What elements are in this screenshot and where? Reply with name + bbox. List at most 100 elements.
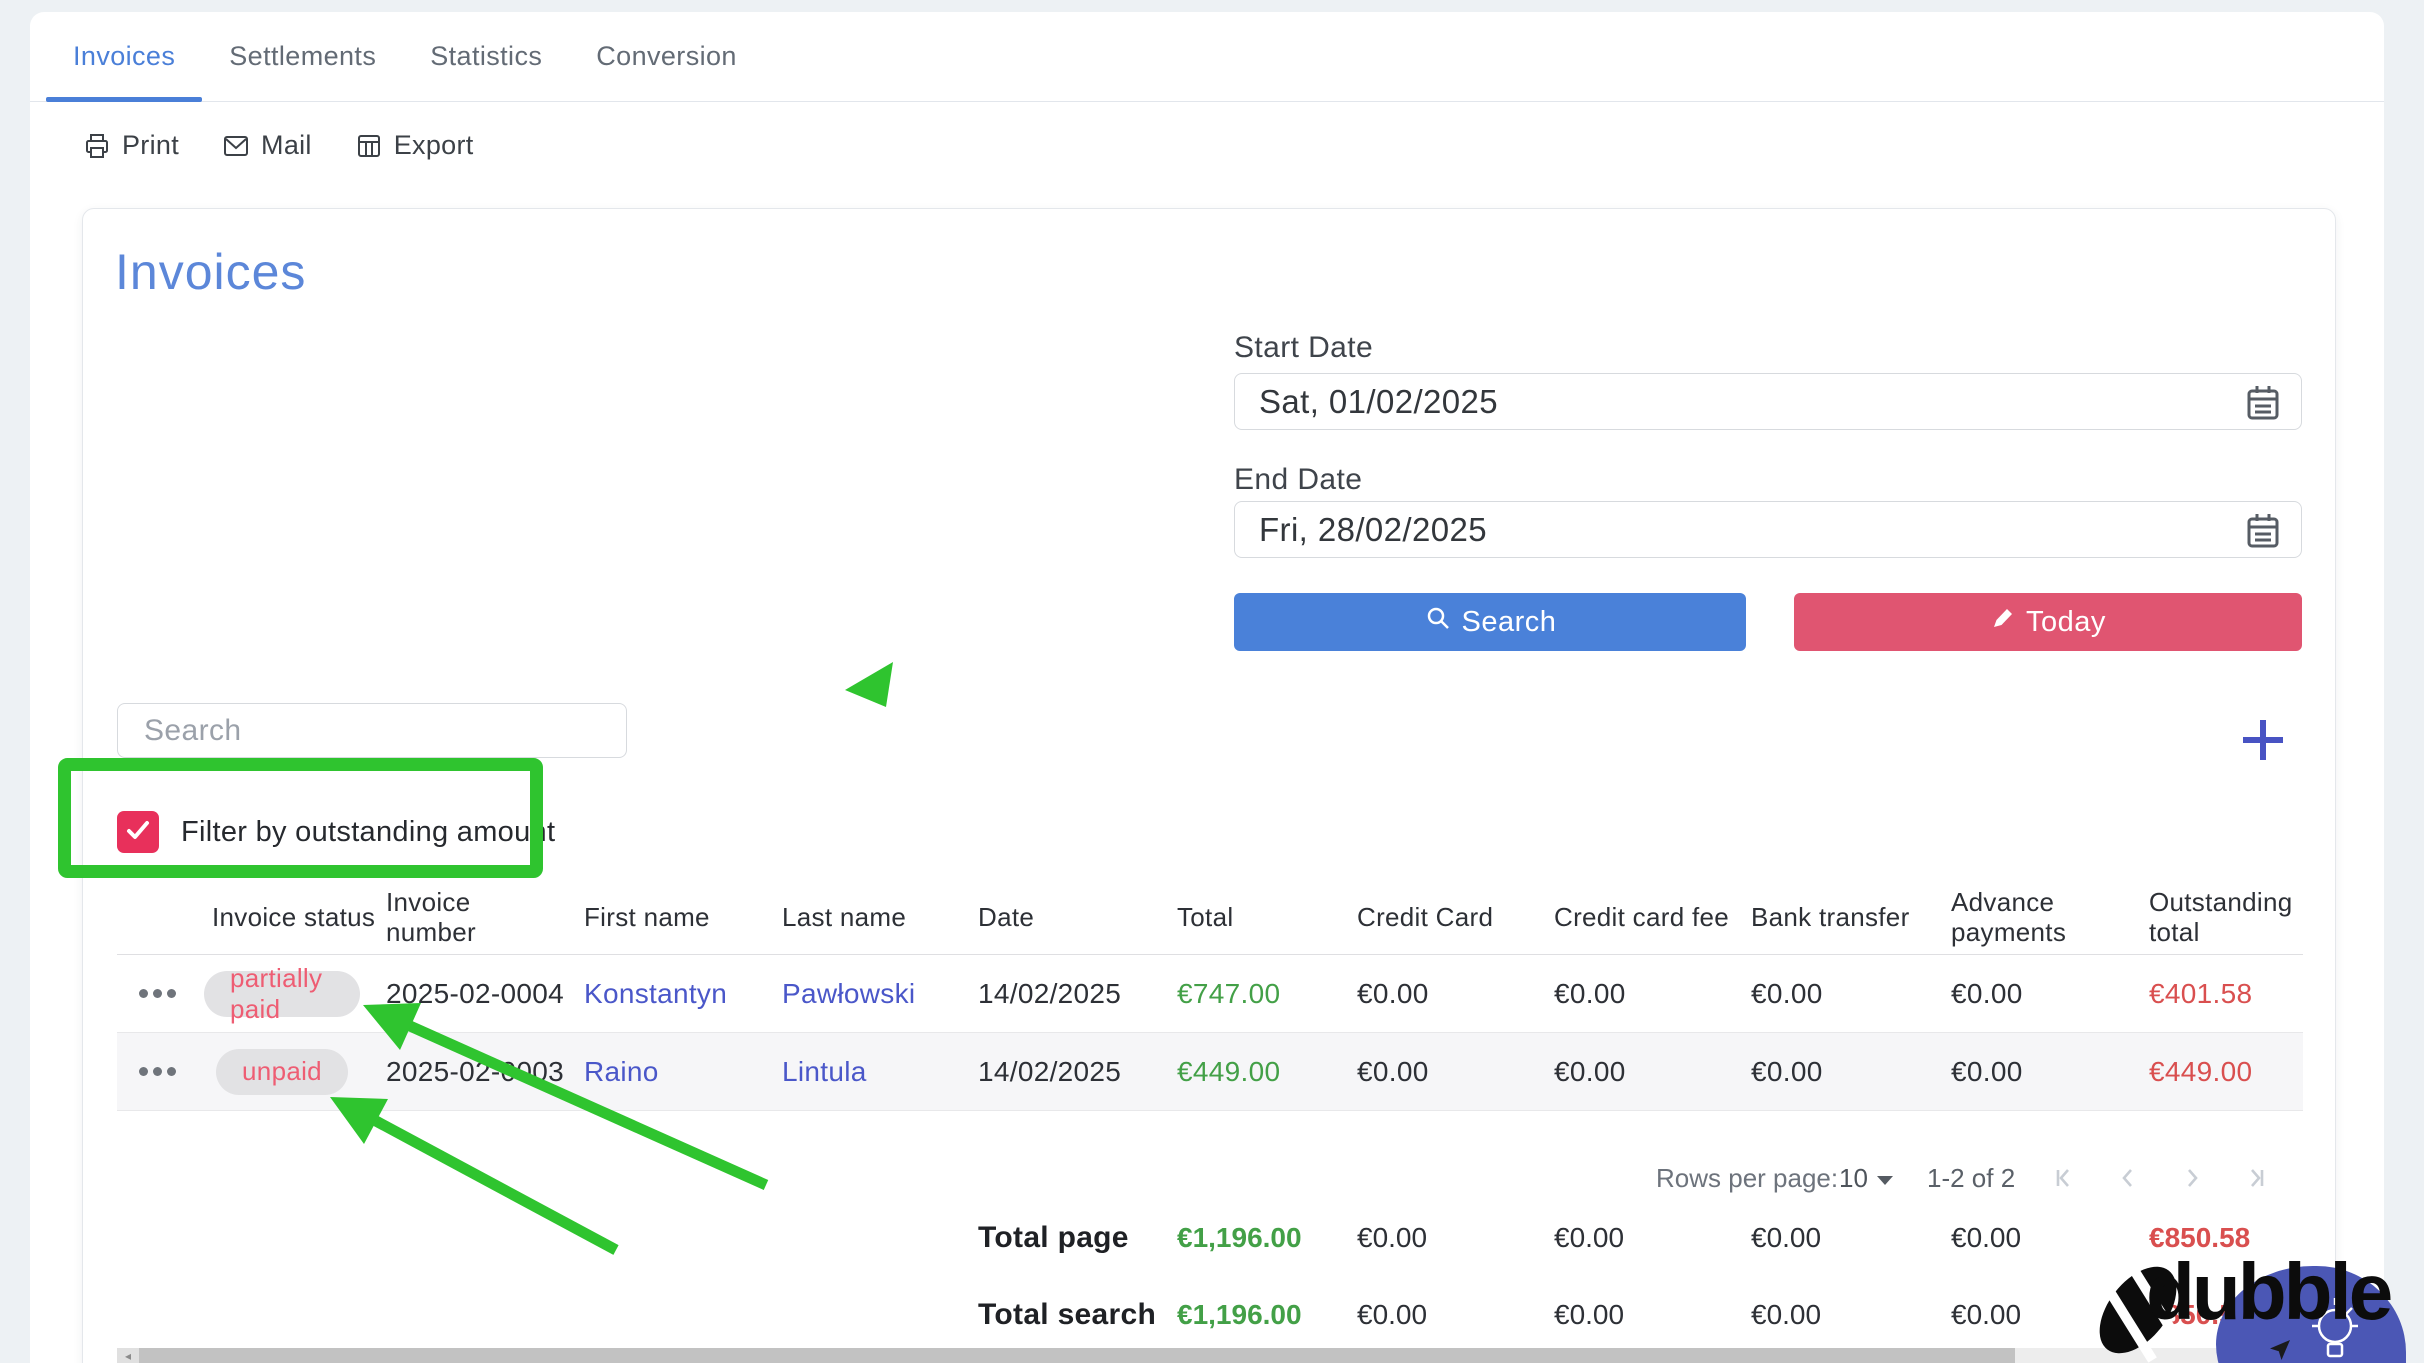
last-name-link[interactable]: Lintula xyxy=(782,1055,867,1087)
row-menu-icon[interactable] xyxy=(117,989,204,998)
pagination-bar: Rows per page: 10 1-2 of 2 xyxy=(83,1149,2303,1207)
column-header-date: Date xyxy=(978,901,1035,932)
status-badge: unpaid xyxy=(216,1048,348,1095)
export-button[interactable]: Export xyxy=(354,130,474,161)
advance-payments-amount: €0.00 xyxy=(1951,977,2023,1009)
total-search-advance-payments: €0.00 xyxy=(1951,1299,2022,1330)
add-invoice-button[interactable] xyxy=(2238,715,2288,765)
table-header-row: Invoice status Invoice number First name… xyxy=(117,881,2303,955)
credit-card-fee-amount: €0.00 xyxy=(1554,977,1626,1009)
column-header-bank-transfer: Bank transfer xyxy=(1751,901,1910,932)
first-name-link[interactable]: Raino xyxy=(584,1055,659,1087)
last-page-icon[interactable] xyxy=(2241,1149,2271,1207)
toolbar: Print Mail Export xyxy=(82,130,474,161)
total-page-row: Total page €1,196.00 €0.00 €0.00 €0.00 €… xyxy=(117,1207,2303,1269)
column-header-invoice-status: Invoice status xyxy=(212,901,376,932)
total-page-label: Total page xyxy=(978,1221,1129,1254)
column-header-advance-payments: Advance payments xyxy=(1951,886,2067,947)
tab-statistics[interactable]: Statistics xyxy=(430,41,543,71)
credit-card-amount: €0.00 xyxy=(1357,977,1429,1009)
outstanding-filter-row: Filter by outstanding amount xyxy=(117,811,555,853)
outstanding-total-amount: €401.58 xyxy=(2149,977,2253,1009)
rows-per-page-select[interactable]: 10 xyxy=(1839,1149,1893,1207)
export-label: Export xyxy=(393,130,474,160)
print-label: Print xyxy=(122,130,180,160)
today-button[interactable]: Today xyxy=(1794,593,2302,651)
end-date-value: Fri, 28/02/2025 xyxy=(1259,510,1487,548)
total-amount: €747.00 xyxy=(1177,977,1281,1009)
check-icon xyxy=(124,816,152,849)
page-title: Invoices xyxy=(115,244,307,300)
printer-icon xyxy=(82,131,112,161)
tab-conversion[interactable]: Conversion xyxy=(596,41,737,71)
total-page-bank-transfer: €0.00 xyxy=(1751,1222,1822,1253)
bank-transfer-amount: €0.00 xyxy=(1751,1055,1823,1087)
search-button-label: Search xyxy=(1461,605,1557,638)
credit-card-amount: €0.00 xyxy=(1357,1055,1429,1087)
horizontal-scrollbar[interactable]: ◂ xyxy=(117,1348,2303,1363)
scroll-left-icon[interactable]: ◂ xyxy=(117,1348,139,1363)
next-page-icon[interactable] xyxy=(2177,1149,2207,1207)
column-header-credit-card-fee: Credit card fee xyxy=(1554,901,1730,932)
first-name-link[interactable]: Konstantyn xyxy=(584,977,728,1009)
column-header-last-name: Last name xyxy=(782,901,907,932)
total-page-credit-card: €0.00 xyxy=(1357,1222,1428,1253)
last-name-link[interactable]: Pawłowski xyxy=(782,977,916,1009)
table-row: partially paid 2025-02-0004 Konstantyn P… xyxy=(117,955,2303,1033)
start-date-value: Sat, 01/02/2025 xyxy=(1259,382,1499,420)
invoice-number: 2025-02-0004 xyxy=(386,977,564,1009)
invoices-card: Invoices Start Date Sat, 01/02/2025 End … xyxy=(82,208,2336,1363)
total-amount: €449.00 xyxy=(1177,1055,1281,1087)
total-search-outstanding: €850.58 xyxy=(2149,1299,2251,1330)
table-row: unpaid 2025-02-0003 Raino Lintula 14/02/… xyxy=(117,1033,2303,1111)
mail-button[interactable]: Mail xyxy=(221,130,312,161)
first-page-icon[interactable] xyxy=(2049,1149,2079,1207)
print-button[interactable]: Print xyxy=(82,130,179,161)
rows-per-page-value: 10 xyxy=(1839,1163,1868,1193)
invoice-number: 2025-02-0003 xyxy=(386,1055,564,1087)
tab-bar: Invoices Settlements Statistics Conversi… xyxy=(30,12,2384,102)
end-date-input[interactable]: Fri, 28/02/2025 xyxy=(1234,501,2302,558)
total-search-credit-card: €0.00 xyxy=(1357,1299,1428,1330)
start-date-input[interactable]: Sat, 01/02/2025 xyxy=(1234,373,2302,430)
row-menu-icon[interactable] xyxy=(117,1067,204,1076)
column-header-invoice-number: Invoice number xyxy=(386,886,476,947)
column-header-outstanding-total: Outstanding total xyxy=(2149,886,2293,947)
outstanding-total-amount: €449.00 xyxy=(2149,1055,2253,1087)
outstanding-filter-checkbox[interactable] xyxy=(117,811,159,853)
total-search-bank-transfer: €0.00 xyxy=(1751,1299,1822,1330)
total-search-total: €1,196.00 xyxy=(1177,1299,1302,1330)
content-sheet: Invoices Settlements Statistics Conversi… xyxy=(30,12,2384,1363)
calendar-icon[interactable] xyxy=(2245,383,2281,431)
bank-transfer-amount: €0.00 xyxy=(1751,977,1823,1009)
column-header-first-name: First name xyxy=(584,901,710,932)
advance-payments-amount: €0.00 xyxy=(1951,1055,2023,1087)
export-table-icon xyxy=(354,131,384,161)
total-search-row: Total search €1,196.00 €0.00 €0.00 €0.00… xyxy=(117,1284,2303,1346)
pencil-icon xyxy=(1990,605,2016,639)
invoice-date: 14/02/2025 xyxy=(978,1055,1122,1087)
credit-card-fee-amount: €0.00 xyxy=(1554,1055,1626,1087)
tab-invoices[interactable]: Invoices xyxy=(46,12,203,102)
invoices-table: Invoice status Invoice number First name… xyxy=(117,881,2303,1111)
total-page-total: €1,196.00 xyxy=(1177,1222,1302,1253)
previous-page-icon[interactable] xyxy=(2113,1149,2143,1207)
end-date-label: End Date xyxy=(1234,463,1363,496)
scrollbar-thumb[interactable] xyxy=(139,1348,2015,1363)
table-search-input[interactable] xyxy=(117,703,627,758)
chevron-down-icon xyxy=(1876,1175,1893,1185)
column-header-credit-card: Credit Card xyxy=(1357,901,1494,932)
mail-label: Mail xyxy=(261,130,312,160)
total-search-label: Total search xyxy=(978,1298,1157,1331)
search-icon xyxy=(1424,604,1452,640)
calendar-icon[interactable] xyxy=(2245,511,2281,559)
tab-settlements[interactable]: Settlements xyxy=(229,41,377,71)
invoice-date: 14/02/2025 xyxy=(978,977,1122,1009)
start-date-label: Start Date xyxy=(1234,331,1374,364)
outstanding-filter-label: Filter by outstanding amount xyxy=(181,815,556,848)
search-button[interactable]: Search xyxy=(1234,593,1746,651)
mail-icon xyxy=(221,131,251,161)
today-button-label: Today xyxy=(2026,605,2106,638)
total-search-credit-card-fee: €0.00 xyxy=(1554,1299,1625,1330)
status-badge: partially paid xyxy=(204,963,360,1024)
